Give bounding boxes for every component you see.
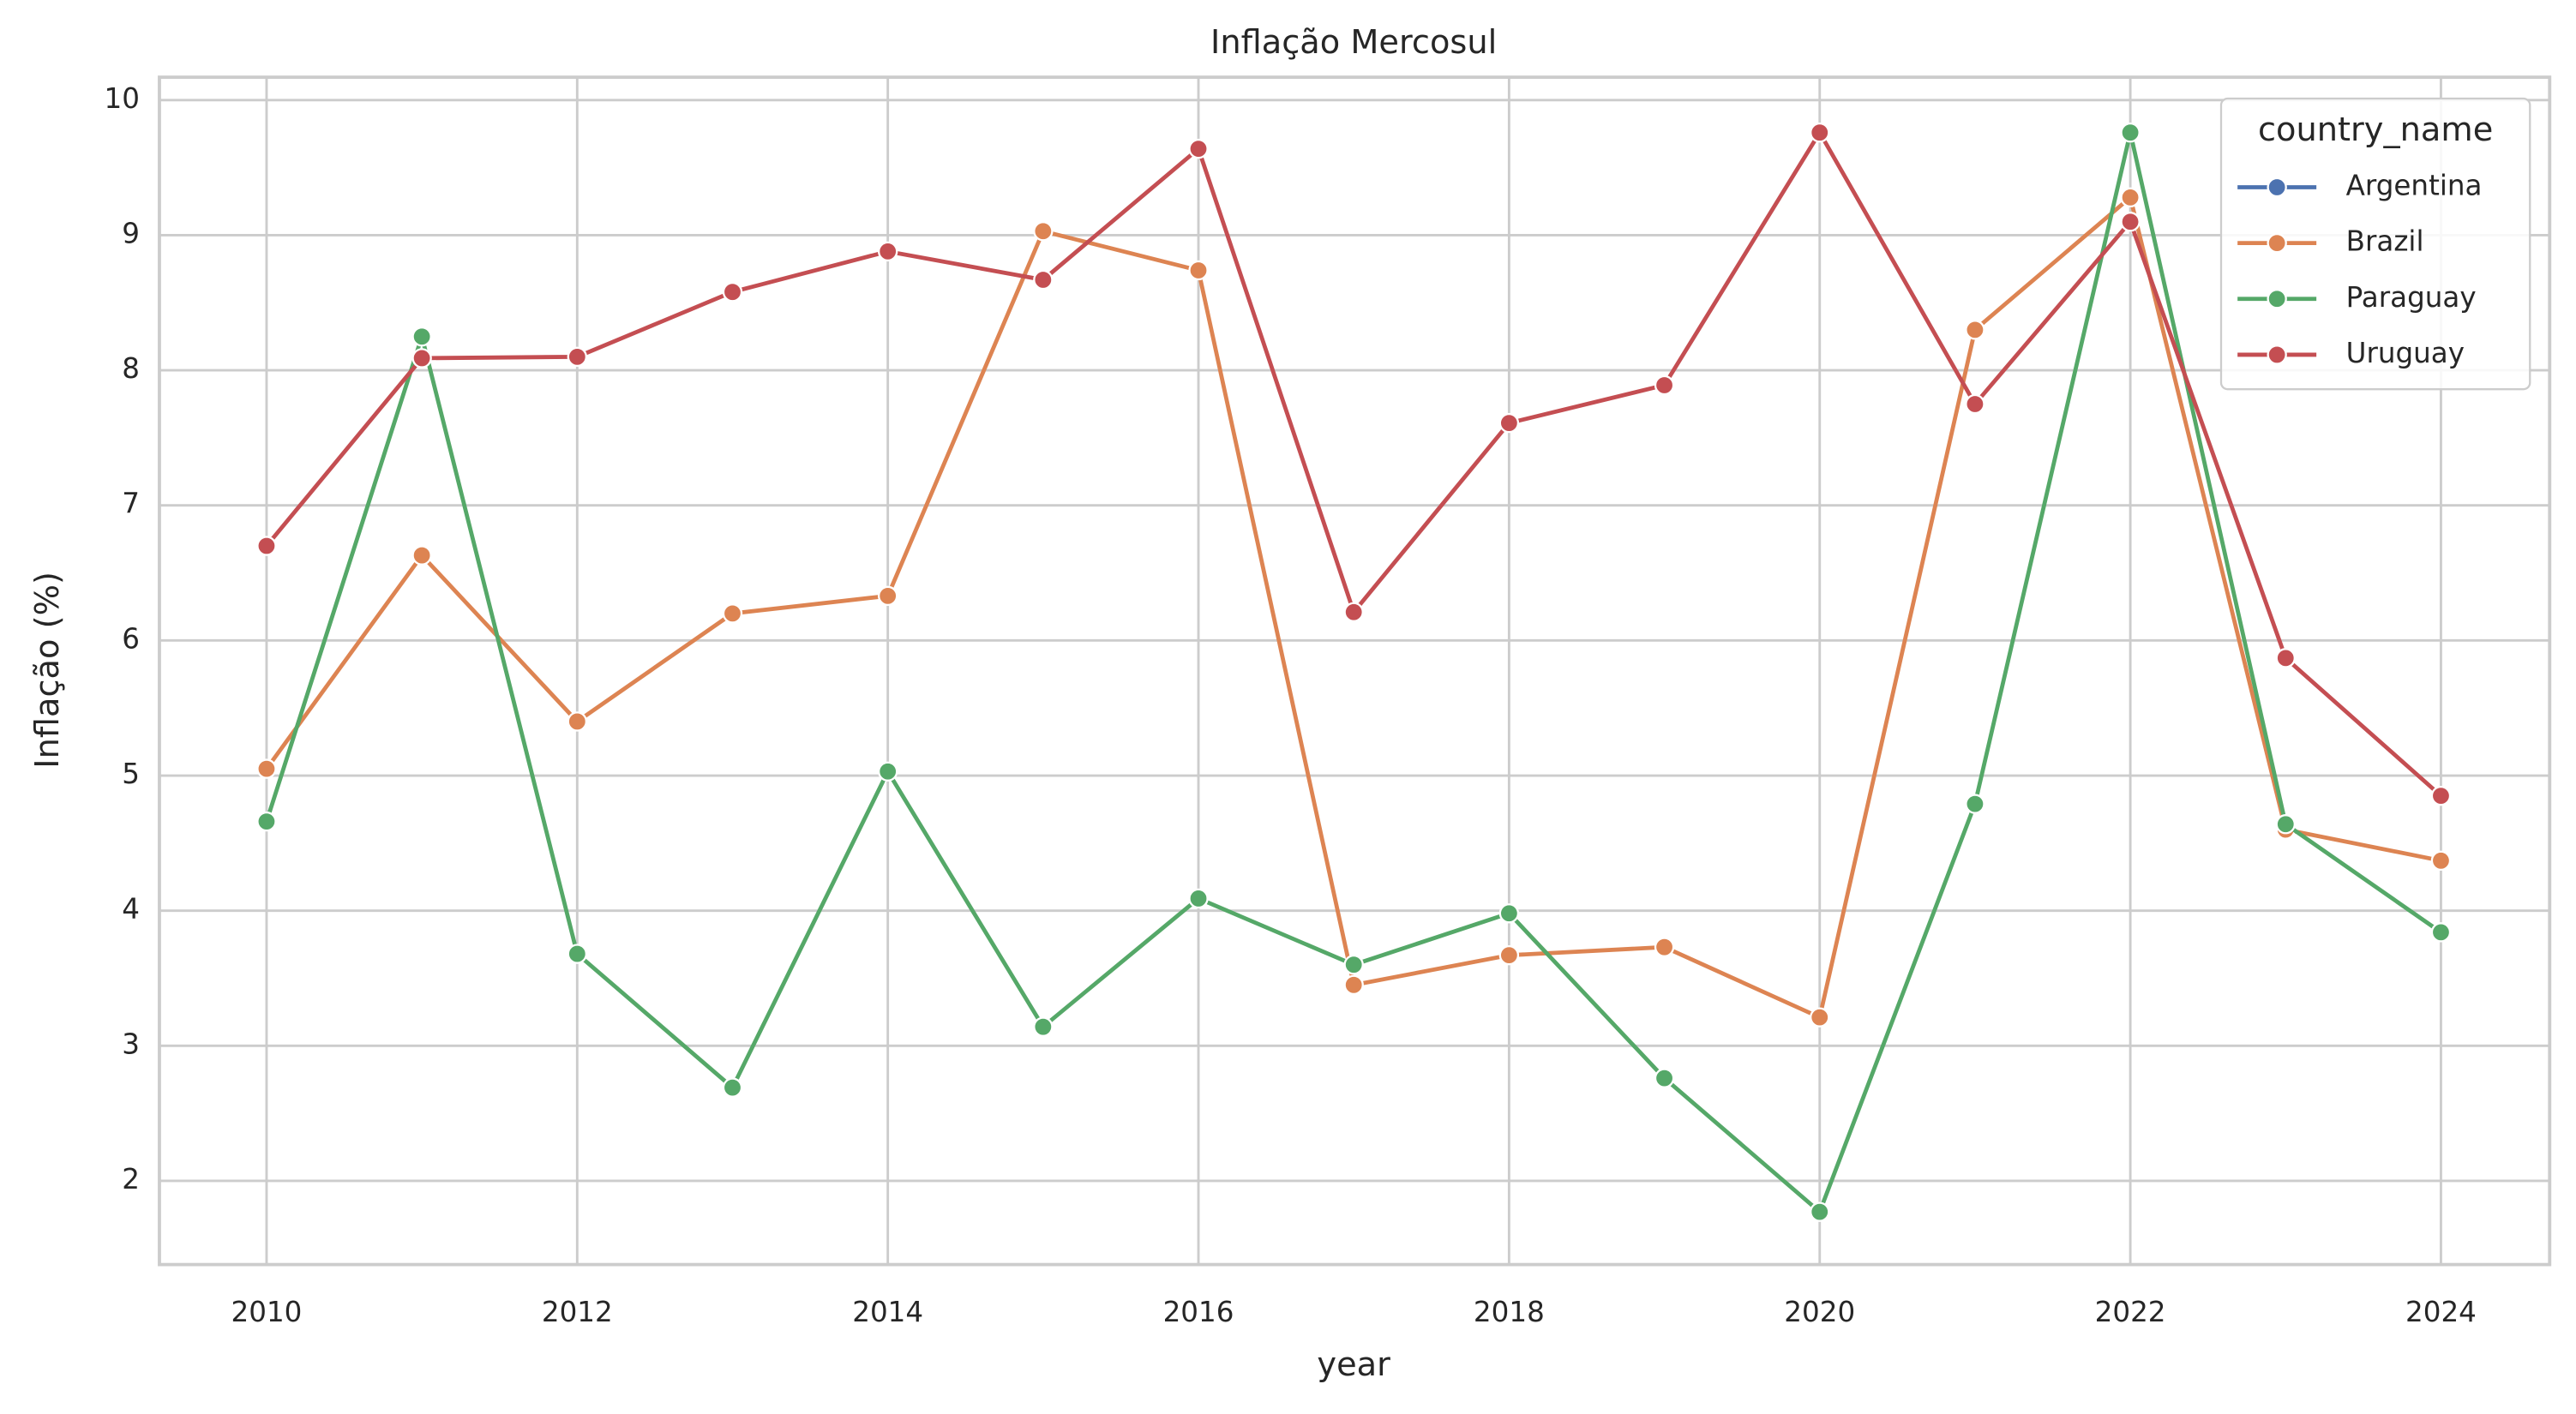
- y-tick-label: 5: [122, 758, 140, 790]
- legend-marker: [2267, 289, 2287, 309]
- y-tick-label: 10: [105, 82, 140, 115]
- x-tick-label: 2016: [1163, 1296, 1234, 1328]
- point: [1033, 221, 1054, 242]
- point: [1498, 944, 1520, 966]
- point: [1033, 1016, 1054, 1037]
- y-axis-label: Inflação (%): [28, 572, 67, 769]
- point: [1498, 903, 1520, 924]
- legend-title: country_name: [2258, 111, 2493, 149]
- point: [567, 944, 588, 964]
- y-tick-label: 9: [122, 217, 140, 249]
- legend-label: Paraguay: [2346, 281, 2477, 314]
- legend-label: Brazil: [2346, 225, 2424, 258]
- y-tick-label: 7: [122, 488, 140, 520]
- point: [256, 758, 277, 779]
- point: [1498, 412, 1520, 434]
- point: [1965, 393, 1985, 415]
- point: [567, 346, 588, 368]
- point: [2430, 850, 2452, 871]
- point: [256, 536, 277, 556]
- y-tick-label: 2: [122, 1163, 140, 1195]
- series-line: [264, 132, 2442, 1216]
- y-tick-label: 4: [122, 893, 140, 926]
- point: [2120, 187, 2141, 208]
- point: [2430, 785, 2452, 806]
- x-tick-label: 2020: [1784, 1296, 1855, 1328]
- point: [2120, 123, 2141, 143]
- point: [1188, 888, 1209, 909]
- series-line: [265, 129, 2443, 798]
- point: [411, 348, 432, 368]
- point: [2275, 648, 2296, 668]
- point: [1033, 269, 1054, 291]
- x-tick-label: 2014: [852, 1296, 923, 1328]
- point: [1343, 602, 1364, 622]
- x-tick-label: 2024: [2405, 1296, 2477, 1328]
- x-tick-label: 2022: [2095, 1296, 2166, 1328]
- point: [1654, 374, 1675, 396]
- point: [411, 545, 432, 566]
- point: [2430, 922, 2452, 943]
- legend-box: [2219, 97, 2531, 391]
- point: [1810, 1201, 1830, 1222]
- point: [1965, 794, 1985, 814]
- point: [722, 1077, 743, 1098]
- point: [1654, 1068, 1675, 1088]
- point: [256, 811, 277, 832]
- point: [567, 711, 588, 732]
- point: [1810, 1007, 1830, 1028]
- y-tick-label: 6: [122, 622, 140, 655]
- legend-label: Argentina: [2346, 169, 2483, 201]
- point: [1343, 974, 1364, 996]
- y-tick-label: 3: [122, 1028, 140, 1060]
- point: [2120, 212, 2141, 232]
- legend-marker: [2267, 345, 2287, 365]
- y-tick-label: 8: [122, 352, 140, 385]
- legend-marker: [2267, 232, 2287, 254]
- legend-label: Uruguay: [2346, 337, 2465, 369]
- legend-marker: [2267, 177, 2287, 198]
- point: [411, 327, 432, 347]
- plot-frame: [158, 75, 2552, 1267]
- point: [1654, 937, 1675, 957]
- chart-title: Inflação Mercosul: [1210, 23, 1497, 62]
- point: [722, 603, 743, 624]
- x-tick-label: 2010: [231, 1296, 303, 1328]
- point: [1188, 138, 1209, 159]
- x-axis-label: year: [1317, 1345, 1390, 1384]
- x-tick-label: 2018: [1474, 1296, 1545, 1328]
- point: [1810, 123, 1830, 143]
- x-tick-label: 2012: [542, 1296, 613, 1328]
- point: [722, 282, 743, 303]
- point: [1965, 320, 1985, 340]
- point: [2275, 814, 2296, 835]
- point: [877, 585, 898, 607]
- point: [877, 241, 898, 262]
- point: [1343, 954, 1364, 975]
- point: [1188, 260, 1209, 281]
- point: [877, 761, 898, 782]
